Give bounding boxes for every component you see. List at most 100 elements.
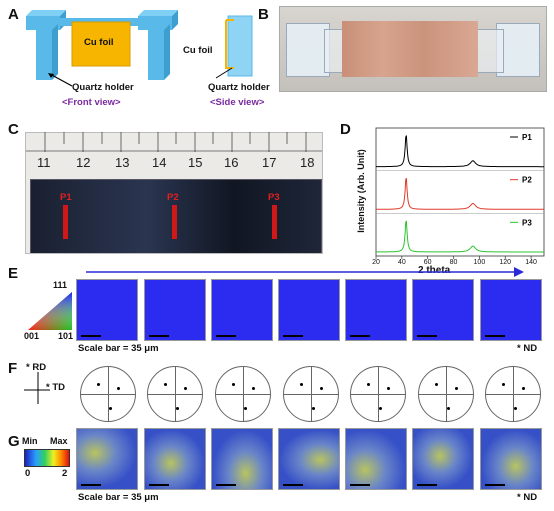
point-marker-p3 bbox=[272, 205, 277, 239]
pole-figure bbox=[350, 366, 406, 422]
cu-foil-sample bbox=[342, 21, 478, 77]
kam-map-tile bbox=[345, 428, 407, 490]
td-label: * TD bbox=[46, 382, 65, 393]
pole-point bbox=[252, 387, 255, 390]
kam-map-tile bbox=[144, 428, 206, 490]
panel-letter-c: C bbox=[8, 121, 19, 138]
legend-max-label: Max bbox=[50, 436, 68, 446]
ruler-number: 18 bbox=[300, 155, 315, 170]
scale-bar bbox=[81, 335, 101, 337]
ipf-left-label: 001 bbox=[24, 331, 40, 341]
pole-figure bbox=[147, 366, 203, 422]
scale-bar bbox=[417, 335, 437, 337]
scale-bar bbox=[485, 484, 505, 486]
point-label-p2: P2 bbox=[167, 192, 179, 203]
scale-bar bbox=[417, 484, 437, 486]
x-tick-label: 100 bbox=[474, 259, 486, 264]
kam-map-tile bbox=[480, 428, 542, 490]
x-tick-label: 40 bbox=[398, 259, 406, 264]
ruler-number: 13 bbox=[115, 155, 130, 170]
panel-letter-a: A bbox=[8, 6, 19, 23]
ipf-color-triangle bbox=[28, 292, 72, 330]
point-marker-p2 bbox=[172, 205, 177, 239]
pole-point bbox=[232, 383, 235, 386]
panel-letter-b: B bbox=[258, 6, 269, 23]
side-view-diagram bbox=[215, 15, 253, 79]
pole-point bbox=[447, 407, 450, 410]
front-view-diagram bbox=[26, 10, 178, 87]
kam-map-tile bbox=[211, 428, 273, 490]
scale-bar bbox=[283, 484, 303, 486]
ipf-map-tile bbox=[144, 279, 206, 341]
pole-point bbox=[387, 387, 390, 390]
point-marker-p1 bbox=[63, 205, 68, 239]
side-quartz-holder-label: Quartz holder bbox=[208, 82, 270, 93]
pole-point bbox=[514, 407, 517, 410]
ruler-number: 16 bbox=[224, 155, 239, 170]
ipf-right-label: 101 bbox=[58, 331, 74, 341]
plot-frame bbox=[375, 127, 545, 257]
front-view-label: <Front view> bbox=[62, 97, 121, 108]
legend-min-label: Min bbox=[22, 436, 38, 446]
pole-point bbox=[320, 387, 323, 390]
ruler-ticks bbox=[44, 132, 307, 152]
ruler-number: 14 bbox=[152, 155, 167, 170]
panel-letter-g: G bbox=[8, 433, 20, 450]
kam-map-tile bbox=[278, 428, 340, 490]
scale-bar bbox=[485, 335, 505, 337]
scale-bar bbox=[350, 484, 370, 486]
scale-bar bbox=[283, 335, 303, 337]
pole-point bbox=[367, 383, 370, 386]
pole-figure bbox=[418, 366, 474, 422]
ipf-map-tile bbox=[211, 279, 273, 341]
legend-high-label: 2 bbox=[62, 468, 68, 479]
rd-label: * RD bbox=[26, 362, 47, 373]
pole-point bbox=[455, 387, 458, 390]
quartz-holder-label: Quartz holder bbox=[72, 82, 134, 93]
series-line-p1 bbox=[376, 135, 544, 168]
quartz-boat-photo bbox=[279, 6, 547, 92]
y-axis-label: Intensity (Arb. Unit) bbox=[356, 149, 366, 233]
side-cu-foil-label: Cu foil bbox=[183, 45, 213, 56]
x-tick-label: 20 bbox=[372, 259, 380, 264]
pole-point bbox=[184, 387, 187, 390]
ipf-top-label: 111 bbox=[53, 280, 68, 290]
legend-entry: P2 bbox=[522, 176, 532, 185]
pole-point bbox=[312, 407, 315, 410]
kam-map-tile bbox=[412, 428, 474, 490]
legend-entry: P3 bbox=[522, 218, 532, 227]
pole-point bbox=[379, 407, 382, 410]
pole-point bbox=[300, 383, 303, 386]
nd-label-g: * ND bbox=[517, 492, 538, 503]
scale-bar bbox=[149, 335, 169, 337]
ipf-map-tile bbox=[412, 279, 474, 341]
scale-bar bbox=[216, 335, 236, 337]
scale-bar bbox=[216, 484, 236, 486]
direction-arrow bbox=[86, 267, 524, 277]
ruler-number: 11 bbox=[37, 155, 51, 170]
panel-letter-e: E bbox=[8, 265, 19, 282]
kam-map-tile bbox=[76, 428, 138, 490]
kam-color-legend bbox=[24, 449, 70, 467]
scale-bar bbox=[149, 484, 169, 486]
cu-foil-label: Cu foil bbox=[84, 37, 114, 48]
pole-point bbox=[97, 383, 100, 386]
x-tick-label: 140 bbox=[525, 259, 537, 264]
pole-figure bbox=[80, 366, 136, 422]
pole-point bbox=[176, 407, 179, 410]
pole-point bbox=[164, 383, 167, 386]
pole-figure bbox=[215, 366, 271, 422]
scale-bar bbox=[81, 484, 101, 486]
pole-point bbox=[109, 407, 112, 410]
pole-point bbox=[117, 387, 120, 390]
series-line-p3 bbox=[376, 220, 544, 253]
scale-bar bbox=[350, 335, 370, 337]
scale-bar-label-e: Scale bar = 35 μm bbox=[78, 343, 159, 354]
ipf-map-tile bbox=[345, 279, 407, 341]
pole-point bbox=[502, 383, 505, 386]
ipf-map-tile bbox=[76, 279, 138, 341]
side-view-label: <Side view> bbox=[210, 97, 265, 108]
legend-entry: P1 bbox=[522, 133, 532, 142]
panel-letter-f: F bbox=[8, 360, 18, 377]
ruler-number: 15 bbox=[188, 155, 203, 170]
